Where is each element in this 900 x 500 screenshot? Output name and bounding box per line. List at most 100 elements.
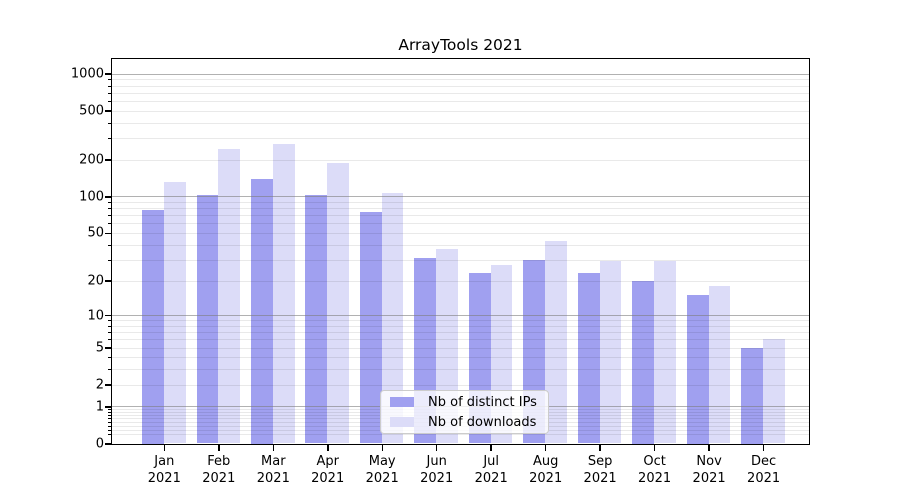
y-tick-label: 1 [95,399,104,415]
y-tick-label: 2 [95,377,104,393]
minor-gridline [112,259,809,261]
x-tick-label-dec: Dec 2021 [747,454,781,486]
x-tick-mark [544,445,547,451]
minor-gridline [112,369,809,371]
y-minor-tick-mark [108,418,112,420]
y-minor-tick-mark [108,259,112,261]
y-minor-tick-mark [108,339,112,341]
minor-gridline [112,100,809,102]
y-minor-tick-mark [108,244,112,246]
y-minor-tick-mark [108,369,112,371]
x-tick-mark [653,445,656,451]
bar-distinct-ips-oct [632,280,655,444]
y-minor-tick-mark [108,223,112,225]
minor-gridline [112,85,809,87]
y-minor-tick-mark [108,412,112,413]
minor-gridline [112,232,809,234]
y-tick-mark [105,406,111,408]
minor-gridline [112,223,809,225]
bar-downloads-feb [218,148,241,444]
bar-downloads-aug [545,240,567,444]
x-tick-label-jun: Jun 2021 [420,454,454,486]
minor-gridline [112,325,809,327]
y-minor-tick-mark [108,384,112,386]
y-tick-label: 50 [87,225,104,241]
y-minor-tick-mark [108,215,112,217]
minor-gridline [112,339,809,341]
y-tick-mark [105,314,111,317]
x-tick-label-apr: Apr 2021 [311,454,345,486]
y-tick-label: 100 [79,189,104,205]
x-tick-mark [163,445,166,451]
y-tick-label: 200 [79,152,104,168]
y-minor-tick-mark [108,325,112,327]
minor-gridline [112,92,809,94]
minor-gridline [112,159,809,161]
major-gridline [112,315,809,317]
x-tick-mark [327,445,329,451]
bar-downloads-sep [599,261,622,444]
legend-item-downloads: Nb of downloads [390,415,539,430]
bar-downloads-jan [163,182,186,444]
y-minor-tick-mark [108,429,112,431]
legend-item-distinct-ips: Nb of distinct IPs [390,395,539,410]
y-minor-tick-mark [108,201,112,203]
y-tick-label: 1000 [70,66,104,82]
x-tick-mark [490,445,492,451]
bar-distinct-ips-mar [251,178,273,444]
bar-distinct-ips-feb [196,194,219,444]
y-tick-mark [105,443,111,445]
y-minor-tick-mark [108,409,112,411]
minor-gridline [112,320,809,322]
major-gridline [112,196,809,198]
bar-distinct-ips-dec [741,347,764,444]
bar-downloads-oct [654,261,676,444]
y-minor-tick-mark [108,425,112,427]
y-minor-tick-mark [108,357,112,359]
y-minor-tick-mark [108,232,112,234]
y-minor-tick-mark [108,208,112,210]
y-minor-tick-mark [108,137,112,139]
y-tick-mark [105,73,111,75]
minor-gridline [112,433,809,435]
minor-gridline [112,79,809,81]
x-tick-mark [381,445,383,451]
minor-gridline [112,208,809,210]
legend-swatch-downloads [390,417,414,427]
major-gridline [112,73,809,75]
y-minor-tick-mark [108,347,112,349]
y-minor-tick-mark [108,320,112,322]
plot-area [111,58,810,445]
bar-downloads-may [381,193,404,444]
y-minor-tick-mark [108,415,112,417]
y-tick-label: 500 [79,103,104,119]
bar-distinct-ips-apr [305,194,328,444]
minor-gridline [112,137,809,139]
y-minor-tick-mark [108,280,112,282]
y-tick-label: 20 [87,273,104,289]
bar-downloads-apr [327,162,349,444]
x-tick-mark [708,445,710,451]
bar-distinct-ips-nov [686,295,709,444]
x-tick-mark [599,445,601,451]
bar-downloads-dec [763,339,785,444]
x-tick-label-jan: Jan 2021 [147,454,181,486]
minor-gridline [112,357,809,359]
y-tick-label: 10 [87,308,104,324]
bar-distinct-ips-jan [142,209,164,444]
x-tick-label-sep: Sep 2021 [583,454,617,486]
y-minor-tick-mark [108,92,112,94]
x-tick-mark [218,445,220,451]
x-tick-label-mar: Mar 2021 [256,454,290,486]
minor-gridline [112,244,809,246]
minor-gridline [112,384,809,386]
y-tick-label: 5 [95,340,104,356]
y-minor-tick-mark [108,79,112,81]
legend-label-downloads: Nb of downloads [428,414,537,430]
chart-title: ArrayTools 2021 [398,36,523,54]
minor-gridline [112,201,809,203]
legend: Nb of distinct IPs Nb of downloads [380,390,549,434]
y-tick-mark [105,196,111,198]
y-minor-tick-mark [108,122,112,124]
x-tick-label-feb: Feb 2021 [202,454,236,486]
